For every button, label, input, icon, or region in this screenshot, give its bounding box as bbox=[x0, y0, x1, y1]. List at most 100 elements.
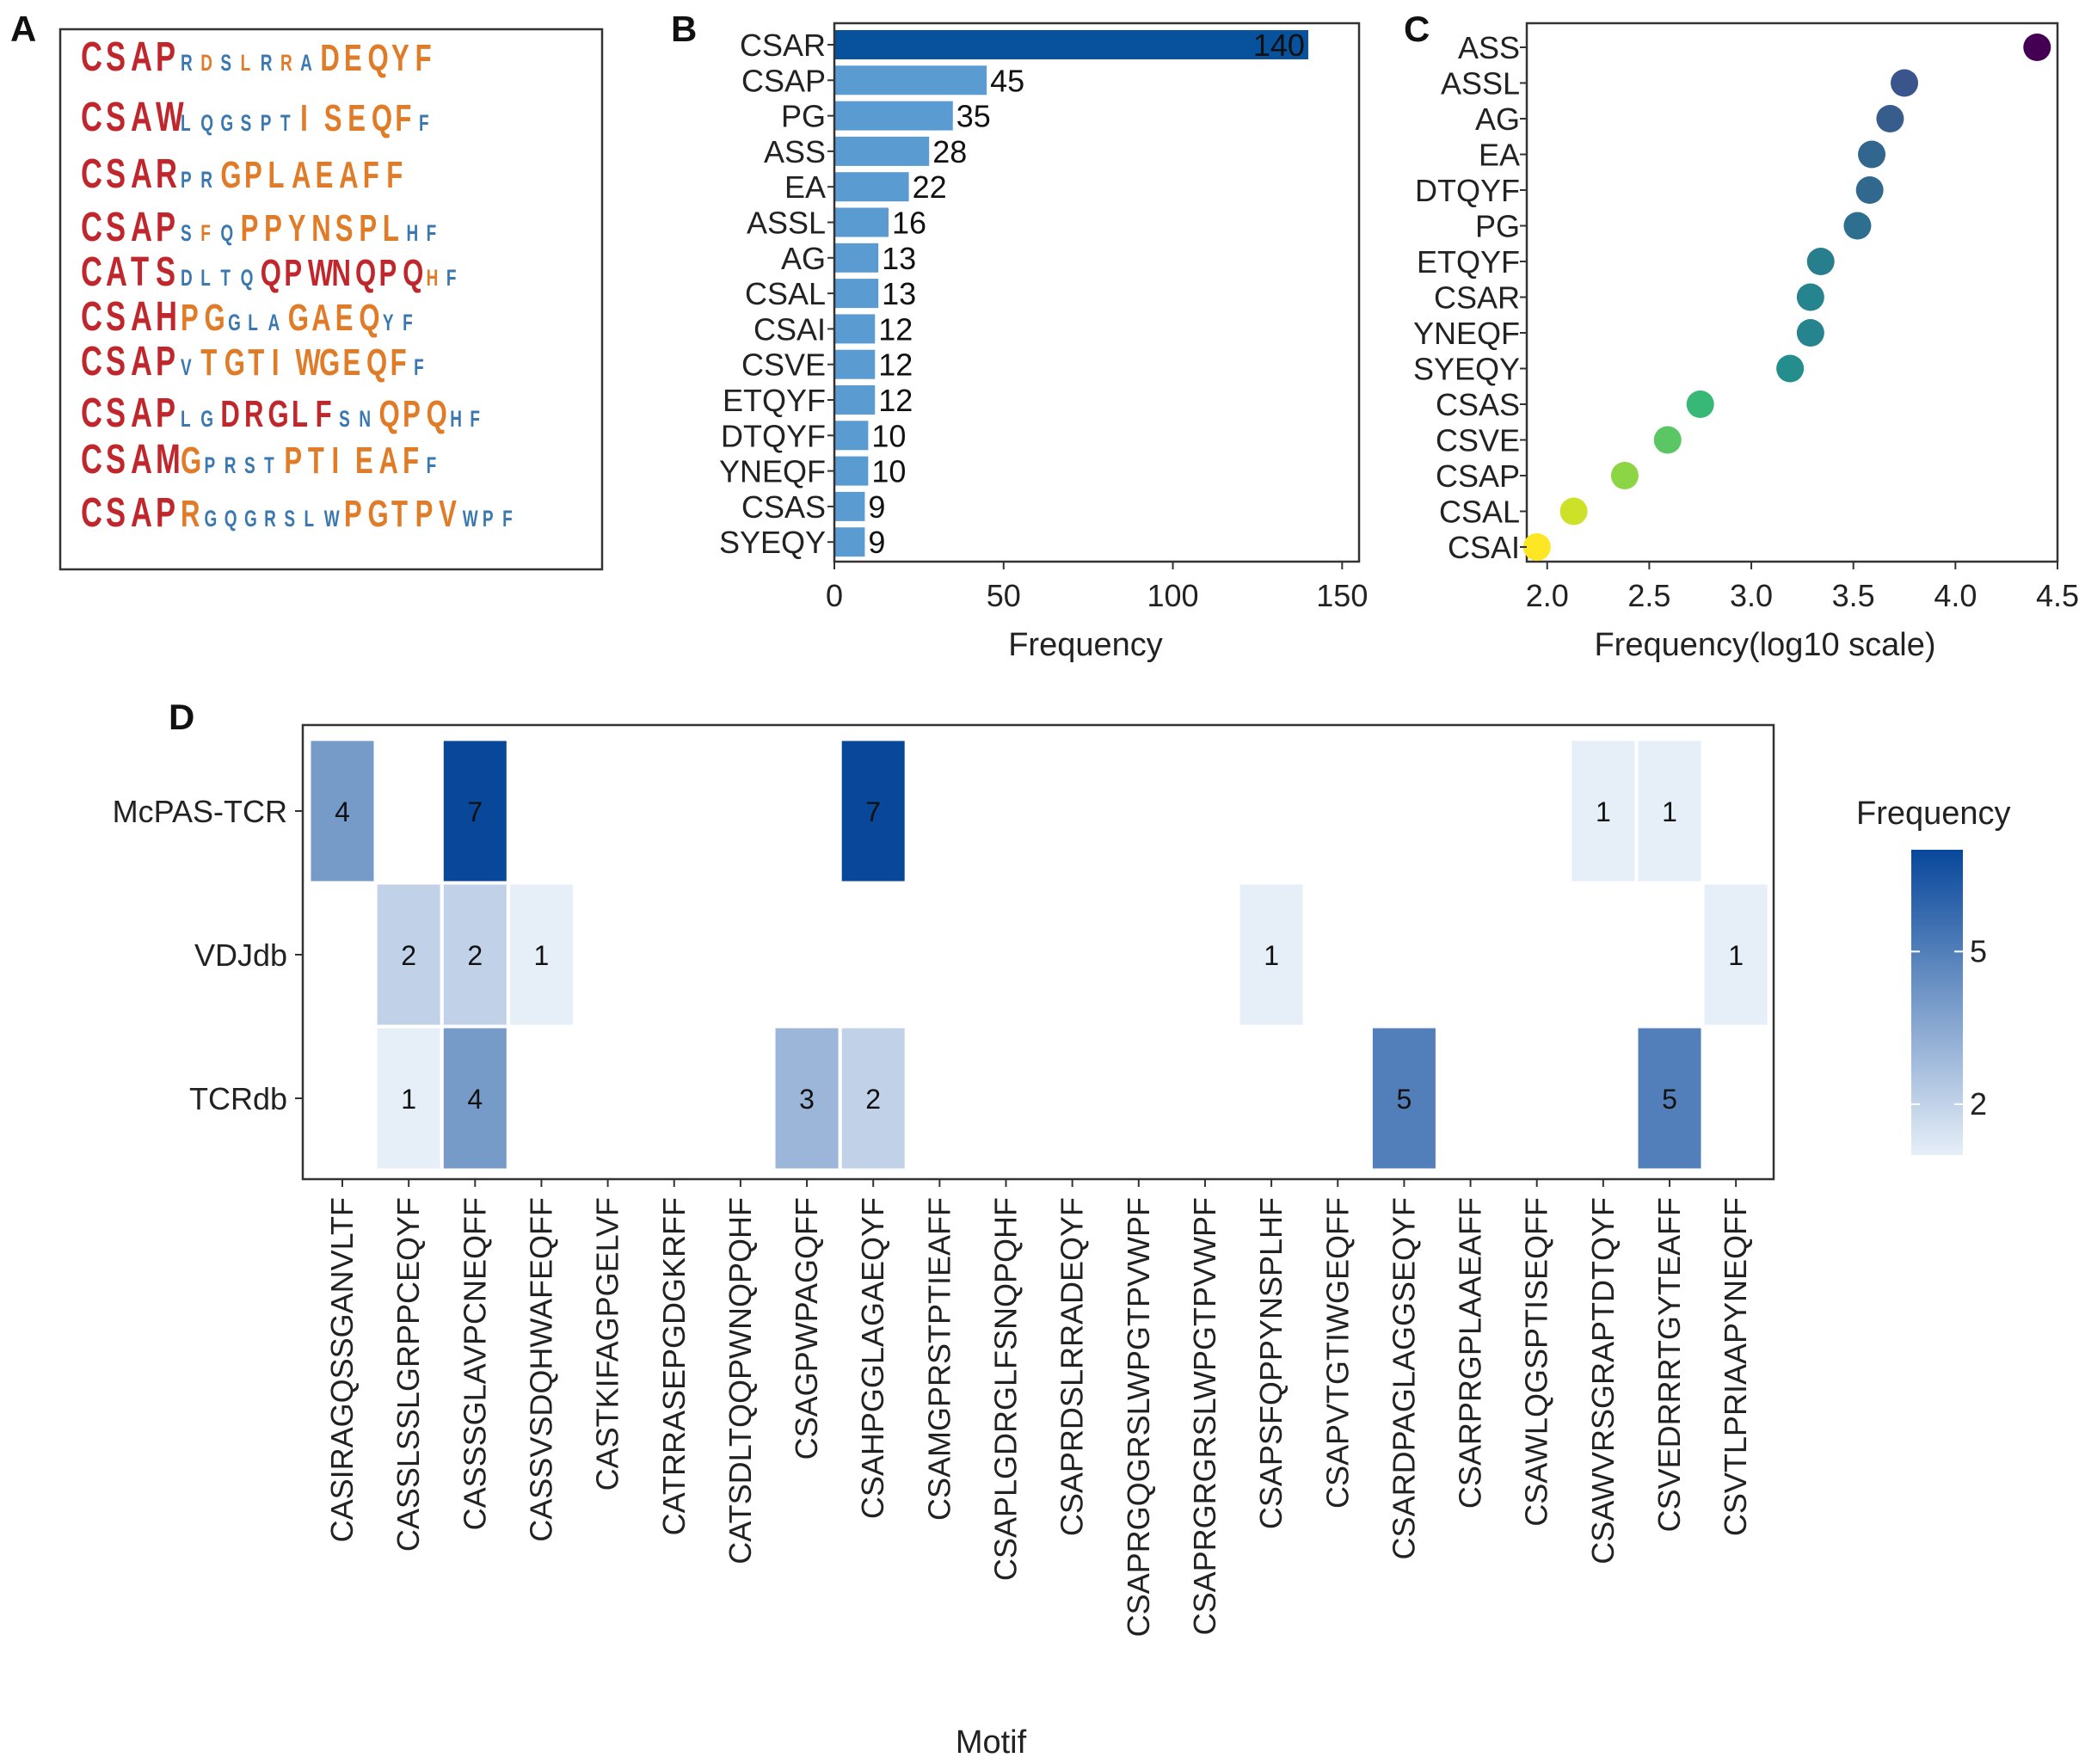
bar bbox=[834, 491, 865, 521]
motif-letter: M bbox=[156, 435, 181, 482]
heatmap-cell bbox=[1572, 741, 1635, 882]
motif-letter: G bbox=[181, 439, 201, 481]
y-tick-label: ASSL bbox=[1441, 66, 1520, 101]
y-tick-label: CSVE bbox=[741, 347, 826, 383]
y-tick-label: CSAS bbox=[1436, 387, 1520, 422]
heatmap-cell-label: 2 bbox=[865, 1084, 881, 1115]
motif-letter: P bbox=[483, 506, 494, 532]
x-tick-label: CSAWVRSGRAPTDTQYF bbox=[1585, 1197, 1621, 1564]
x-tick-label: CASSVSDQHWAFEQFF bbox=[523, 1197, 558, 1542]
motif-letter: F bbox=[200, 220, 211, 246]
motif-letter: S bbox=[284, 506, 295, 532]
motif-logo-row: C A T S D L T Q Q P WN Q P Q H F bbox=[81, 248, 456, 294]
x-tick-label: CSAMGPRSTPTIEAFF bbox=[921, 1197, 956, 1521]
y-tick-label: PG bbox=[1475, 209, 1520, 244]
heatmap-cell bbox=[443, 1028, 507, 1169]
motif-logo-row: C S A WL Q G S P T I S E Q F F bbox=[81, 93, 429, 139]
bar bbox=[834, 349, 876, 379]
bar bbox=[834, 385, 876, 415]
motif-letter: F bbox=[502, 506, 513, 532]
motif-letter: P bbox=[156, 203, 175, 249]
motif-letter: C bbox=[81, 337, 102, 384]
x-axis: CASIRAGQSSGANVLTF CASSLSSLGRPPCEQYF CASSSG… bbox=[324, 1179, 1753, 1637]
heatmap-cell bbox=[1638, 1028, 1701, 1169]
x-tick-label: CSAPRGRGRSLWPGTPVWPF bbox=[1187, 1197, 1222, 1635]
x-tick-label: CSAPVTGTIWGEQFF bbox=[1319, 1197, 1355, 1509]
data-point bbox=[1891, 69, 1919, 97]
motif-letter: R bbox=[200, 167, 212, 193]
x-tick-label: CSAWLQGSPTISEQFF bbox=[1519, 1197, 1554, 1527]
motif-letter: Q bbox=[225, 506, 237, 532]
motif-letter: S bbox=[220, 50, 231, 76]
motif-letter: A bbox=[268, 310, 280, 335]
motif-letter: F bbox=[403, 439, 419, 481]
motif-letter: C bbox=[81, 150, 102, 196]
x-tick-label: CASSLSSLGRPPCEQYF bbox=[391, 1197, 426, 1552]
x-tick-label: 2.5 bbox=[1627, 578, 1670, 613]
bar bbox=[834, 30, 1308, 59]
data-point bbox=[2023, 34, 2051, 61]
motif-letter: F bbox=[391, 341, 407, 383]
heatmap-cell bbox=[841, 741, 905, 882]
motif-letter: A bbox=[311, 297, 330, 338]
heatmap-cell bbox=[311, 741, 374, 882]
motif-letter: A bbox=[300, 50, 312, 76]
motif-letter: L bbox=[241, 50, 251, 76]
y-tick-label: CSAP bbox=[741, 63, 826, 98]
motif-letter: F bbox=[419, 110, 429, 136]
motif-letter: I bbox=[272, 341, 280, 383]
motif-letter: R bbox=[264, 506, 276, 532]
x-tick-label: CSAPLGDRGLFSNQPQHF bbox=[988, 1197, 1024, 1581]
motif-letter: F bbox=[427, 452, 437, 478]
bar bbox=[834, 279, 879, 309]
motif-letter: Q bbox=[366, 341, 387, 383]
motif-letter: E bbox=[344, 37, 362, 78]
heatmap-cell bbox=[443, 741, 507, 882]
motif-letter: L bbox=[292, 393, 308, 434]
motif-letter: Y bbox=[383, 310, 394, 335]
data-point bbox=[1843, 212, 1872, 240]
motif-letter: P bbox=[261, 110, 272, 136]
motif-letter: P bbox=[156, 33, 175, 79]
motif-letter: S bbox=[181, 220, 192, 246]
panel-d-frame bbox=[301, 723, 1775, 1181]
y-tick-label: DTQYF bbox=[721, 418, 826, 453]
x-tick-label: CSARPRGPLAAEAFF bbox=[1453, 1197, 1488, 1509]
motif-letter: R bbox=[181, 50, 193, 76]
motif-letter: F bbox=[427, 220, 437, 246]
motif-letter: R bbox=[225, 452, 237, 478]
motif-letter: P bbox=[403, 393, 421, 434]
y-tick-label: ETQYF bbox=[1417, 244, 1520, 280]
bar-value-label: 16 bbox=[892, 206, 926, 241]
heatmap-cell-label: 1 bbox=[401, 1084, 416, 1115]
y-tick-label: CSAR bbox=[1434, 280, 1520, 316]
motif-letter: Q bbox=[368, 37, 389, 78]
motif-letter: Q bbox=[241, 265, 254, 291]
point-series bbox=[1522, 34, 2051, 561]
motif-letter: S bbox=[106, 292, 126, 339]
x-axis: 0 50 100 150 bbox=[826, 562, 1368, 613]
x-axis: 2.0 2.5 3.0 3.5 4.0 4.5 bbox=[1526, 562, 2079, 613]
motif-letter: W bbox=[295, 341, 321, 383]
motif-letter: A bbox=[131, 150, 152, 196]
heatmap-cell bbox=[509, 884, 573, 1025]
motif-letter: A bbox=[131, 93, 152, 139]
data-point bbox=[1559, 497, 1588, 526]
motif-letter: P bbox=[244, 154, 262, 195]
motif-letter: E bbox=[335, 297, 354, 338]
heatmap-cell-label: 5 bbox=[1662, 1084, 1677, 1115]
motif-letter: W bbox=[308, 252, 334, 293]
motif-letter: E bbox=[348, 97, 366, 138]
heatmap-cell bbox=[1638, 741, 1701, 882]
motif-letter: A bbox=[131, 389, 152, 435]
x-tick-label: CSAGPWPAGQFF bbox=[789, 1197, 824, 1460]
motif-letter: S bbox=[106, 489, 126, 535]
x-tick-label: CSVTLPRIAAPYNEQFF bbox=[1718, 1197, 1753, 1536]
motif-letter: G bbox=[225, 341, 245, 383]
motif-letter: Y bbox=[391, 37, 409, 78]
motif-letter: L bbox=[268, 154, 285, 195]
